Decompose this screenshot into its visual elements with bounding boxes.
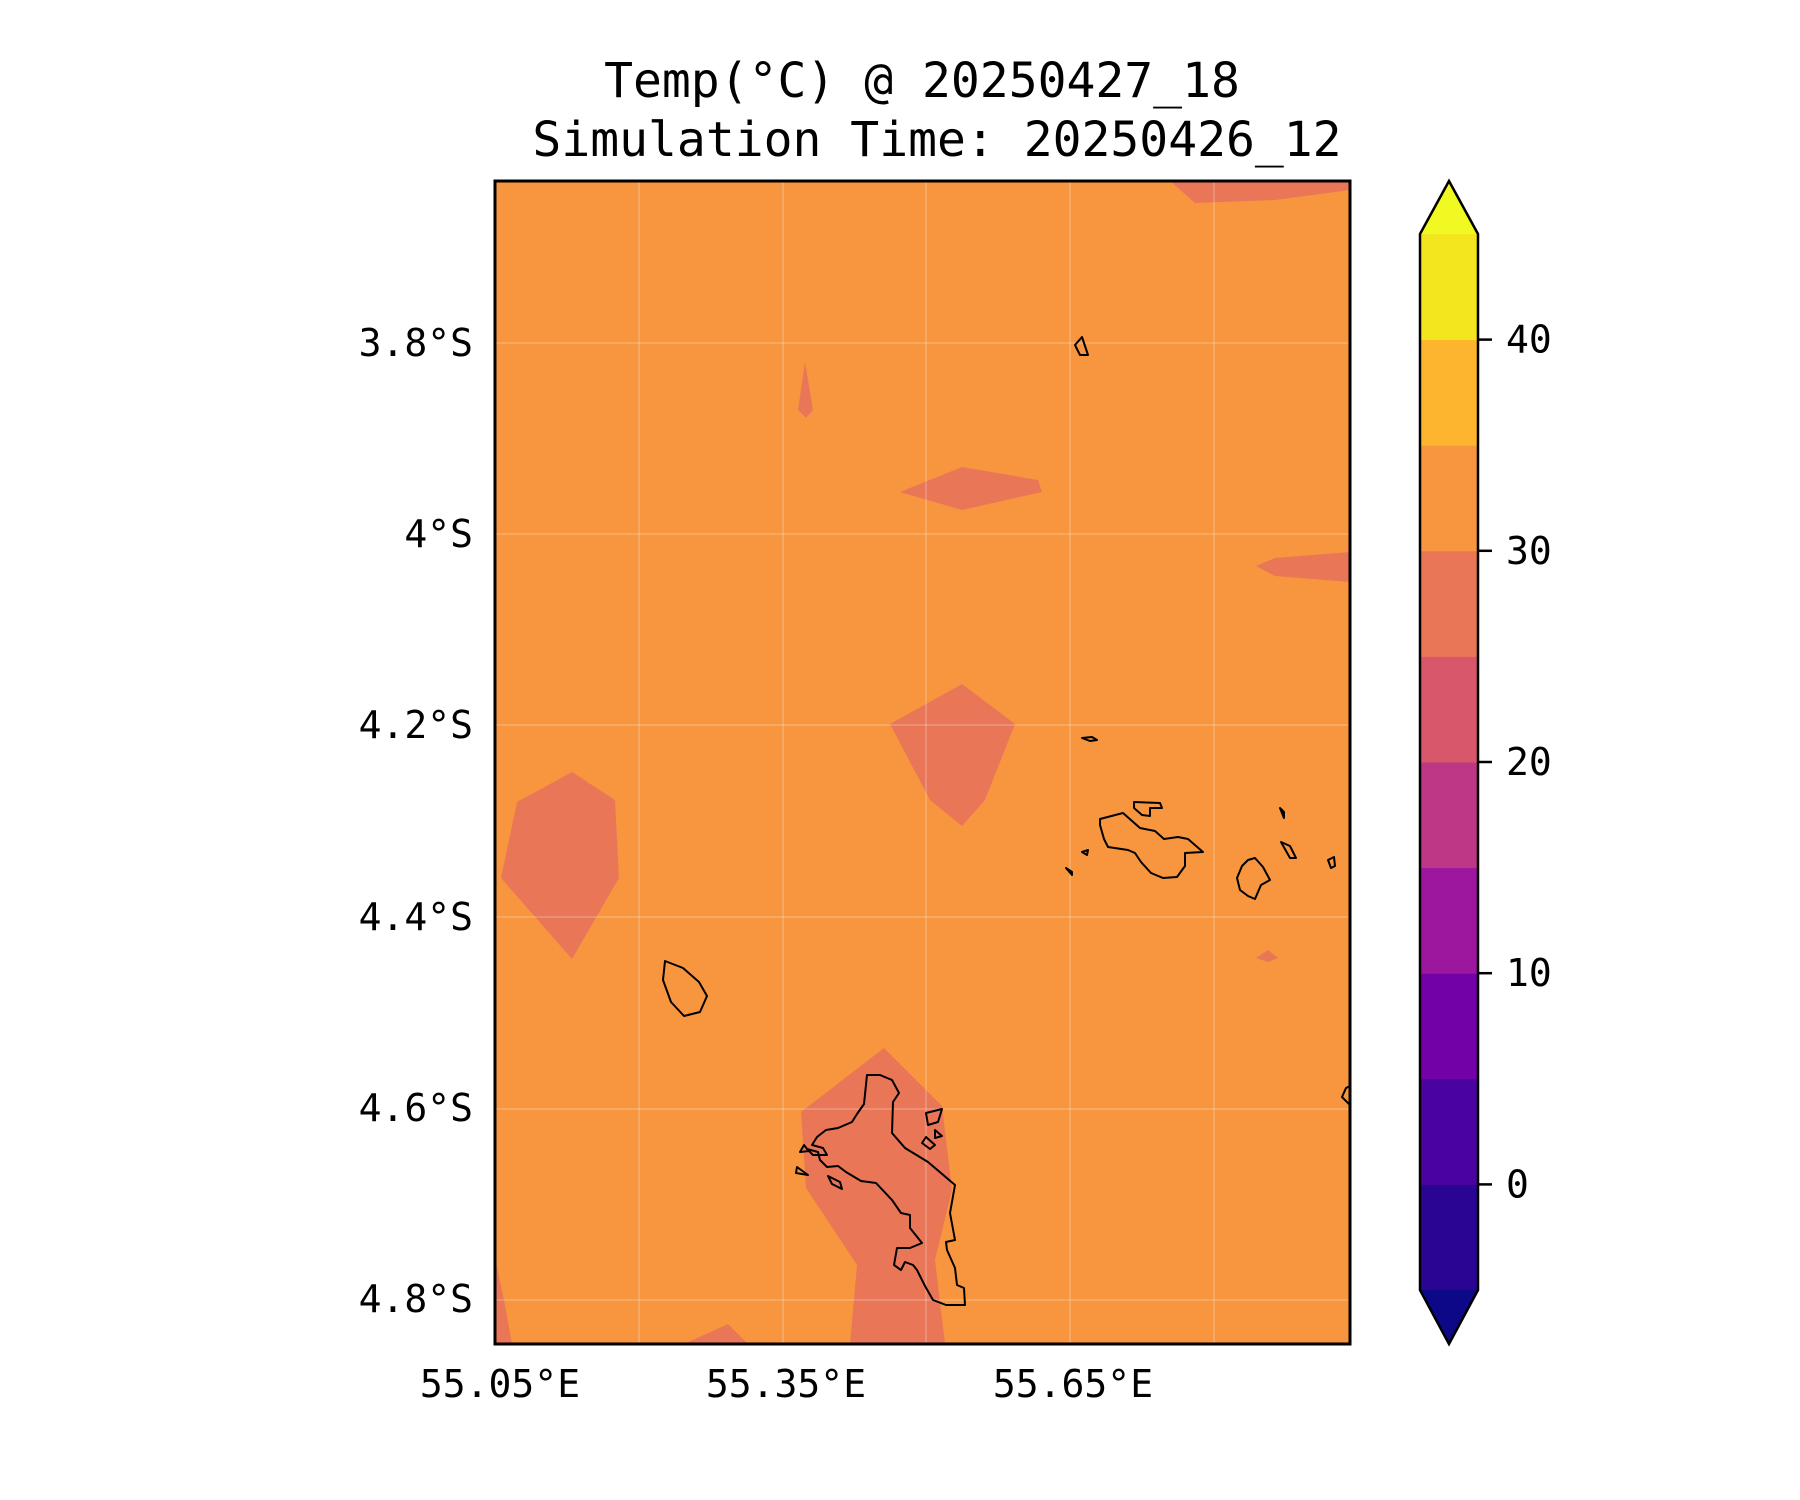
coastline-island: [1327, 856, 1336, 869]
colorbar-under-arrow: [1420, 1290, 1478, 1344]
coastline-island: [799, 1074, 966, 1306]
colorbar-band: [1420, 234, 1478, 341]
colorbar-outline: [1418, 178, 1480, 1347]
y-tick-label: 4.8°S: [359, 1277, 473, 1321]
x-axis-ticks: 55.05°E 55.35°E 55.65°E: [420, 1362, 1153, 1406]
y-tick-label: 4°S: [404, 512, 473, 556]
map-frame: [493, 179, 1352, 1346]
gridlines: [495, 181, 1350, 1344]
x-tick-label: 55.65°E: [993, 1362, 1153, 1406]
contour-patch: [1256, 950, 1278, 962]
y-tick-label: 4.4°S: [359, 895, 473, 939]
title-line-1: Temp(°C) @ 20250427_18: [604, 53, 1240, 109]
contour-patch: [1256, 552, 1350, 582]
contour-patch: [501, 772, 619, 959]
contour-patch: [890, 684, 1015, 826]
coastline-island: [1081, 849, 1089, 856]
colorbar-band: [1420, 1078, 1478, 1185]
y-tick-label: 4.6°S: [359, 1086, 473, 1130]
colorbar-over-arrow: [1420, 181, 1478, 234]
coastline-island: [921, 1136, 936, 1150]
colorbar-band: [1420, 339, 1478, 446]
colorbar: 0 10 20 30 40: [1418, 178, 1552, 1347]
coastline-island: [662, 960, 708, 1017]
coastline-island: [1099, 812, 1204, 879]
colorbar-ticks: 0 10 20 30 40: [1478, 318, 1552, 1206]
contour-patch: [801, 1048, 952, 1344]
coastline-island: [795, 1166, 809, 1176]
x-tick-label: 55.35°E: [706, 1362, 866, 1406]
colorbar-band: [1420, 550, 1478, 657]
colorbar-band: [1420, 1184, 1478, 1291]
contour-patch: [684, 1324, 748, 1344]
contour-patches: [495, 181, 1350, 1344]
y-axis-ticks: 3.8°S 4°S 4.2°S 4.4°S 4.6°S 4.8°S: [359, 321, 473, 1321]
coastline-island: [1074, 336, 1089, 356]
contour-patch: [1170, 181, 1350, 203]
colorbar-tick-label: 0: [1506, 1162, 1529, 1206]
x-tick-label: 55.05°E: [420, 1362, 580, 1406]
coastline-island: [1236, 857, 1271, 900]
contour-patch: [495, 1258, 512, 1344]
y-tick-label: 3.8°S: [359, 321, 473, 365]
colorbar-tick-label: 10: [1506, 951, 1552, 995]
coastline-island: [1133, 801, 1163, 817]
colorbar-band: [1420, 445, 1478, 552]
coastlines: [662, 336, 1350, 1306]
contour-patch: [900, 467, 1042, 510]
colorbar-band: [1420, 656, 1478, 763]
map-panel: [495, 181, 1350, 1344]
coastline-island: [925, 1108, 943, 1126]
coastline-island: [1279, 807, 1285, 819]
y-tick-label: 4.2°S: [359, 703, 473, 747]
colorbar-tick-label: 40: [1506, 318, 1552, 362]
colorbar-tick-label: 30: [1506, 529, 1552, 573]
colorbar-tick-label: 20: [1506, 740, 1552, 784]
colorbar-bands: [1420, 234, 1478, 1291]
colorbar-band: [1420, 973, 1478, 1080]
colorbar-band: [1420, 762, 1478, 869]
coastline-island: [827, 1175, 843, 1190]
coastline-island: [1065, 867, 1073, 876]
colorbar-band: [1420, 867, 1478, 974]
coastline-island: [1280, 841, 1297, 859]
contour-patch: [798, 362, 813, 418]
title-line-2: Simulation Time: 20250426_12: [532, 112, 1341, 168]
coastline-island: [934, 1129, 943, 1139]
coastline-island: [1081, 736, 1098, 742]
